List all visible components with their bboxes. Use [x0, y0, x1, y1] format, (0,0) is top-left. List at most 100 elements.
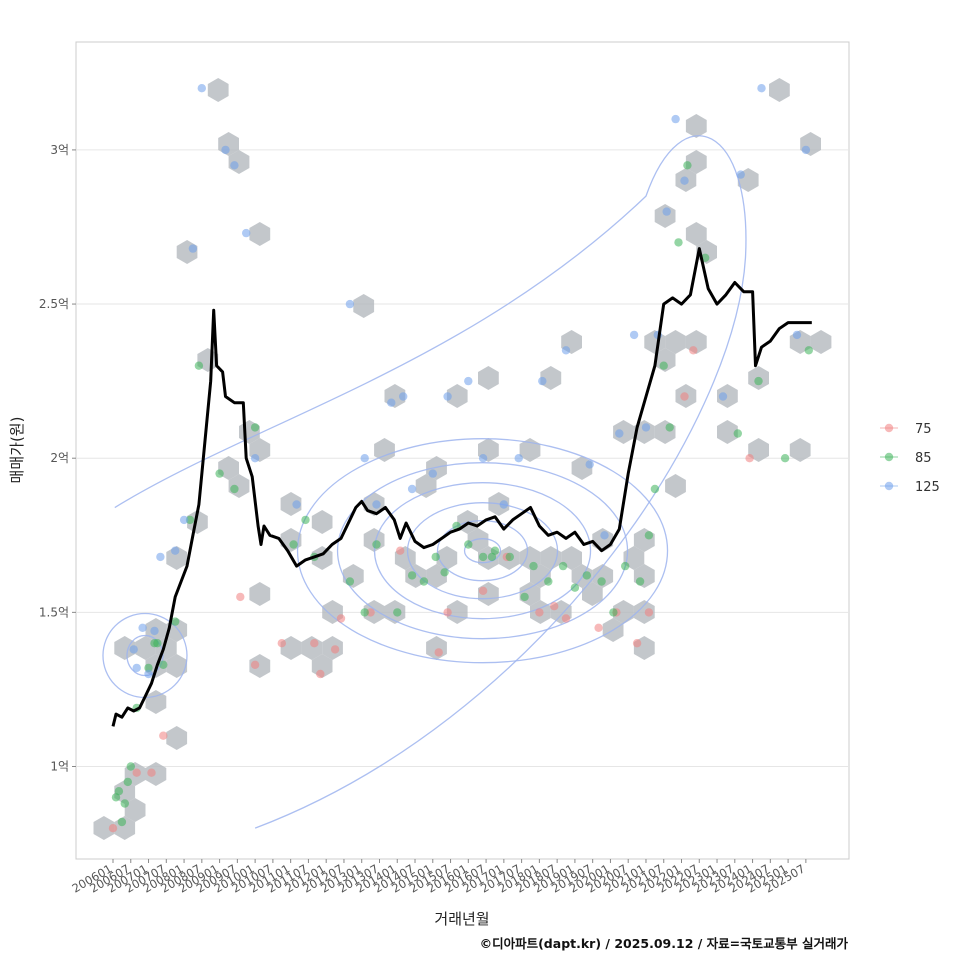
scatter-point-125	[188, 244, 198, 253]
scatter-point-75	[632, 639, 642, 648]
scatter-point-125	[132, 663, 141, 673]
density-contour	[336, 462, 629, 640]
legend-key-point	[884, 481, 894, 491]
scatter-point-75	[443, 608, 452, 617]
x-axis-ticks: 2006012006072007012007072008012008072009…	[69, 859, 807, 896]
trend-line-layer	[111, 247, 812, 727]
scatter-point-85	[153, 639, 162, 648]
scatter-point-85	[144, 663, 153, 673]
trend-line	[111, 247, 812, 727]
scatter-point-85	[117, 817, 127, 827]
hexbin-cell	[415, 474, 437, 498]
hexbin-cell	[748, 438, 769, 462]
scatter-point-125	[443, 392, 452, 401]
scatter-point-75	[594, 623, 603, 632]
hexbin-cell	[187, 510, 208, 534]
hexbin-cell	[633, 600, 655, 624]
scatter-point-75	[132, 768, 141, 777]
hexbin-cell	[717, 384, 738, 408]
scatter-point-125	[292, 500, 301, 509]
scatter-point-85	[487, 552, 497, 562]
scatter-point-85	[478, 552, 488, 562]
hexbin-cell	[789, 438, 811, 462]
scatter-point-85	[754, 376, 763, 386]
hexbin-cell	[145, 690, 167, 714]
scatter-point-125	[129, 645, 138, 654]
scatter-point-85	[621, 561, 630, 571]
density-contour	[296, 438, 669, 664]
scatter-point-75	[147, 768, 156, 777]
hexbin-cell	[613, 600, 634, 624]
scatter-point-85	[419, 577, 429, 586]
scatter-point-85	[114, 787, 124, 796]
scatter-point-85	[194, 361, 204, 370]
scatter-point-125	[662, 207, 671, 216]
hexbin-cell	[685, 222, 707, 246]
scatter-point-85	[464, 540, 473, 549]
scatter-point-85	[250, 423, 260, 432]
hexbin-cell	[374, 438, 395, 462]
scatter-point-85	[185, 515, 195, 525]
hexbin-cell	[519, 438, 541, 462]
scatter-point-85	[635, 577, 645, 586]
scatter-point-85	[126, 762, 135, 771]
scatter-point-125	[629, 330, 639, 340]
scatter-point-125	[144, 669, 153, 679]
scatter-point-85	[558, 561, 568, 571]
scatter-point-125	[242, 228, 251, 238]
y-axis-ticks: 1억 1.5억 2억 2.5억 3억	[39, 143, 76, 774]
y-tick-label: 2.5억	[39, 297, 69, 311]
hexbin-cell	[93, 816, 115, 840]
scatter-point-125	[538, 376, 547, 386]
hexbin-cell	[114, 636, 136, 660]
scatter-point-75	[310, 639, 319, 648]
scatter-point-75	[396, 546, 405, 555]
scatter-point-85	[644, 531, 654, 540]
scatter-point-125	[230, 161, 239, 170]
legend-key-point	[884, 423, 894, 433]
scatter-point-75	[366, 608, 375, 617]
scatter-point-85	[289, 540, 298, 549]
scatter-point-75	[330, 645, 340, 654]
scatter-point-125	[197, 84, 206, 93]
hexbin-cell	[665, 330, 686, 354]
legend-key-point	[884, 452, 894, 462]
legend-label: 85	[915, 451, 932, 466]
legend-label: 125	[915, 480, 940, 495]
scatter-point-125	[736, 170, 745, 179]
scatter-point-125	[585, 460, 594, 469]
scatter-point-75	[159, 731, 168, 740]
scatter-point-125	[600, 531, 609, 540]
hexbin-cell	[810, 330, 832, 354]
legend-label: 75	[915, 422, 932, 437]
hexbin-cell	[249, 222, 271, 246]
x-axis-title: 거래년월	[434, 910, 489, 928]
hexbin-cell	[467, 528, 489, 552]
scatter-point-125	[179, 515, 189, 525]
scatter-point-125	[478, 454, 488, 463]
scatter-point-85	[683, 161, 692, 170]
scatter-point-75	[745, 454, 754, 463]
scatter-point-125	[428, 469, 437, 478]
scatter-point-125	[150, 626, 159, 636]
scatter-point-75	[277, 639, 286, 648]
scatter-point-85	[609, 608, 618, 617]
scatter-point-125	[387, 398, 396, 407]
scatter-point-75	[644, 608, 654, 617]
scatter-point-125	[680, 176, 689, 185]
scatter-point-85	[582, 571, 591, 580]
hexbin-cell	[540, 366, 562, 390]
scatter-point-125	[615, 429, 624, 438]
scatter-point-85	[372, 540, 381, 549]
hexbin-cell	[207, 78, 229, 102]
scatter-point-85	[544, 577, 553, 586]
scatter-point-85	[440, 568, 449, 577]
y-tick-label: 1.5억	[39, 605, 69, 619]
scatter-point-85	[393, 608, 402, 617]
scatter-point-125	[801, 145, 811, 155]
scatter-point-85	[171, 617, 180, 626]
scatter-point-75	[550, 602, 559, 611]
scatter-point-85	[120, 799, 129, 808]
hexbin-cell	[582, 582, 603, 606]
scatter-point-85	[570, 583, 580, 592]
